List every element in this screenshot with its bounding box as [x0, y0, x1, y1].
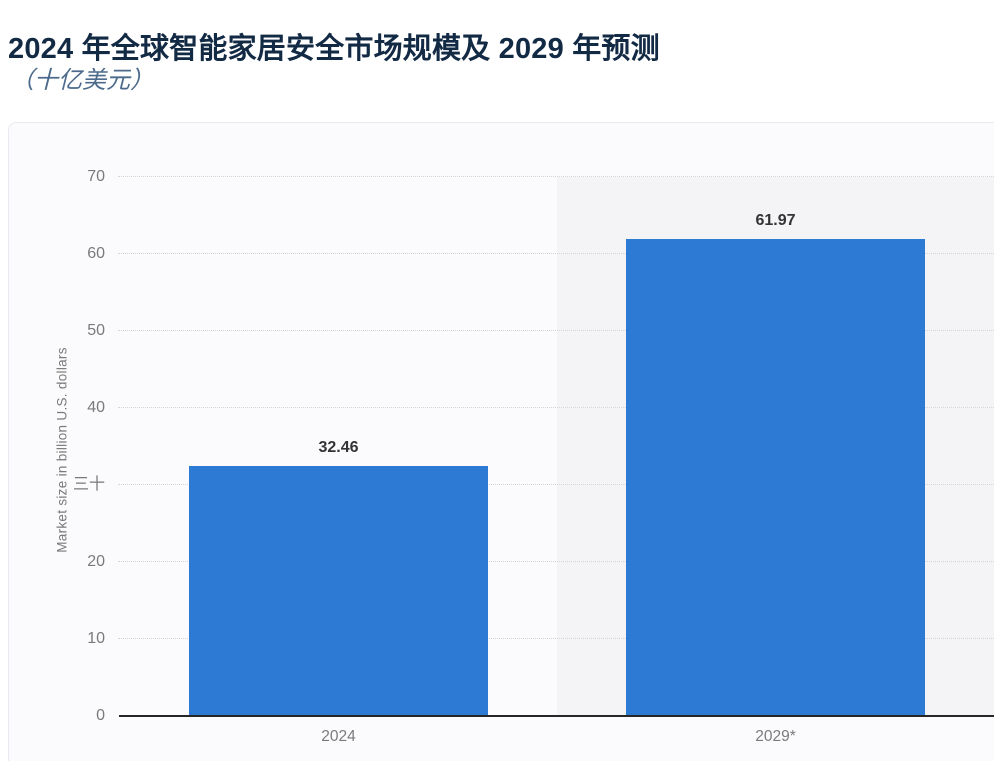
y-tick-label: 60: [87, 245, 105, 262]
y-axis-title: Market size in billion U.S. dollars: [54, 347, 70, 553]
y-tick-label: 70: [87, 168, 105, 185]
bar-2029[interactable]: [626, 238, 925, 716]
chart-title: 2024 年全球智能家居安全市场规模及 2029 年预测: [8, 33, 660, 66]
x-tick-label: 2029*: [755, 728, 796, 745]
y-tick-label: 10: [87, 630, 105, 647]
x-tick-label: 2024: [321, 728, 356, 745]
gridline: [118, 330, 994, 331]
bar-2024[interactable]: [189, 466, 488, 716]
bar-value-label: 32.46: [318, 439, 359, 457]
gridline: [118, 638, 994, 639]
gridline: [118, 253, 994, 254]
gridline: [118, 176, 994, 177]
y-tick-label: 50: [87, 322, 105, 339]
y-tick-label: 三十: [72, 476, 105, 493]
bar-value-label: 61.97: [755, 211, 796, 229]
y-tick-label: 0: [96, 707, 105, 724]
y-tick-label: 40: [87, 399, 105, 416]
y-tick-label: 20: [87, 553, 105, 570]
gridline: [118, 561, 994, 562]
chart-subtitle: （十亿美元）: [10, 67, 154, 94]
x-axis-line: [119, 715, 994, 717]
gridline: [118, 484, 994, 485]
gridline: [118, 407, 994, 408]
